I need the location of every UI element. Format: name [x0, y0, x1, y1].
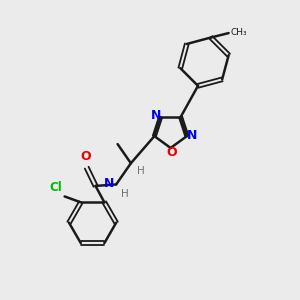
Text: O: O — [80, 150, 91, 163]
Text: CH₃: CH₃ — [230, 28, 247, 37]
Text: H: H — [137, 166, 145, 176]
Text: Cl: Cl — [50, 181, 62, 194]
Text: N: N — [187, 129, 197, 142]
Text: H: H — [122, 189, 129, 199]
Text: O: O — [167, 146, 177, 159]
Text: N: N — [104, 177, 115, 190]
Text: N: N — [150, 109, 161, 122]
